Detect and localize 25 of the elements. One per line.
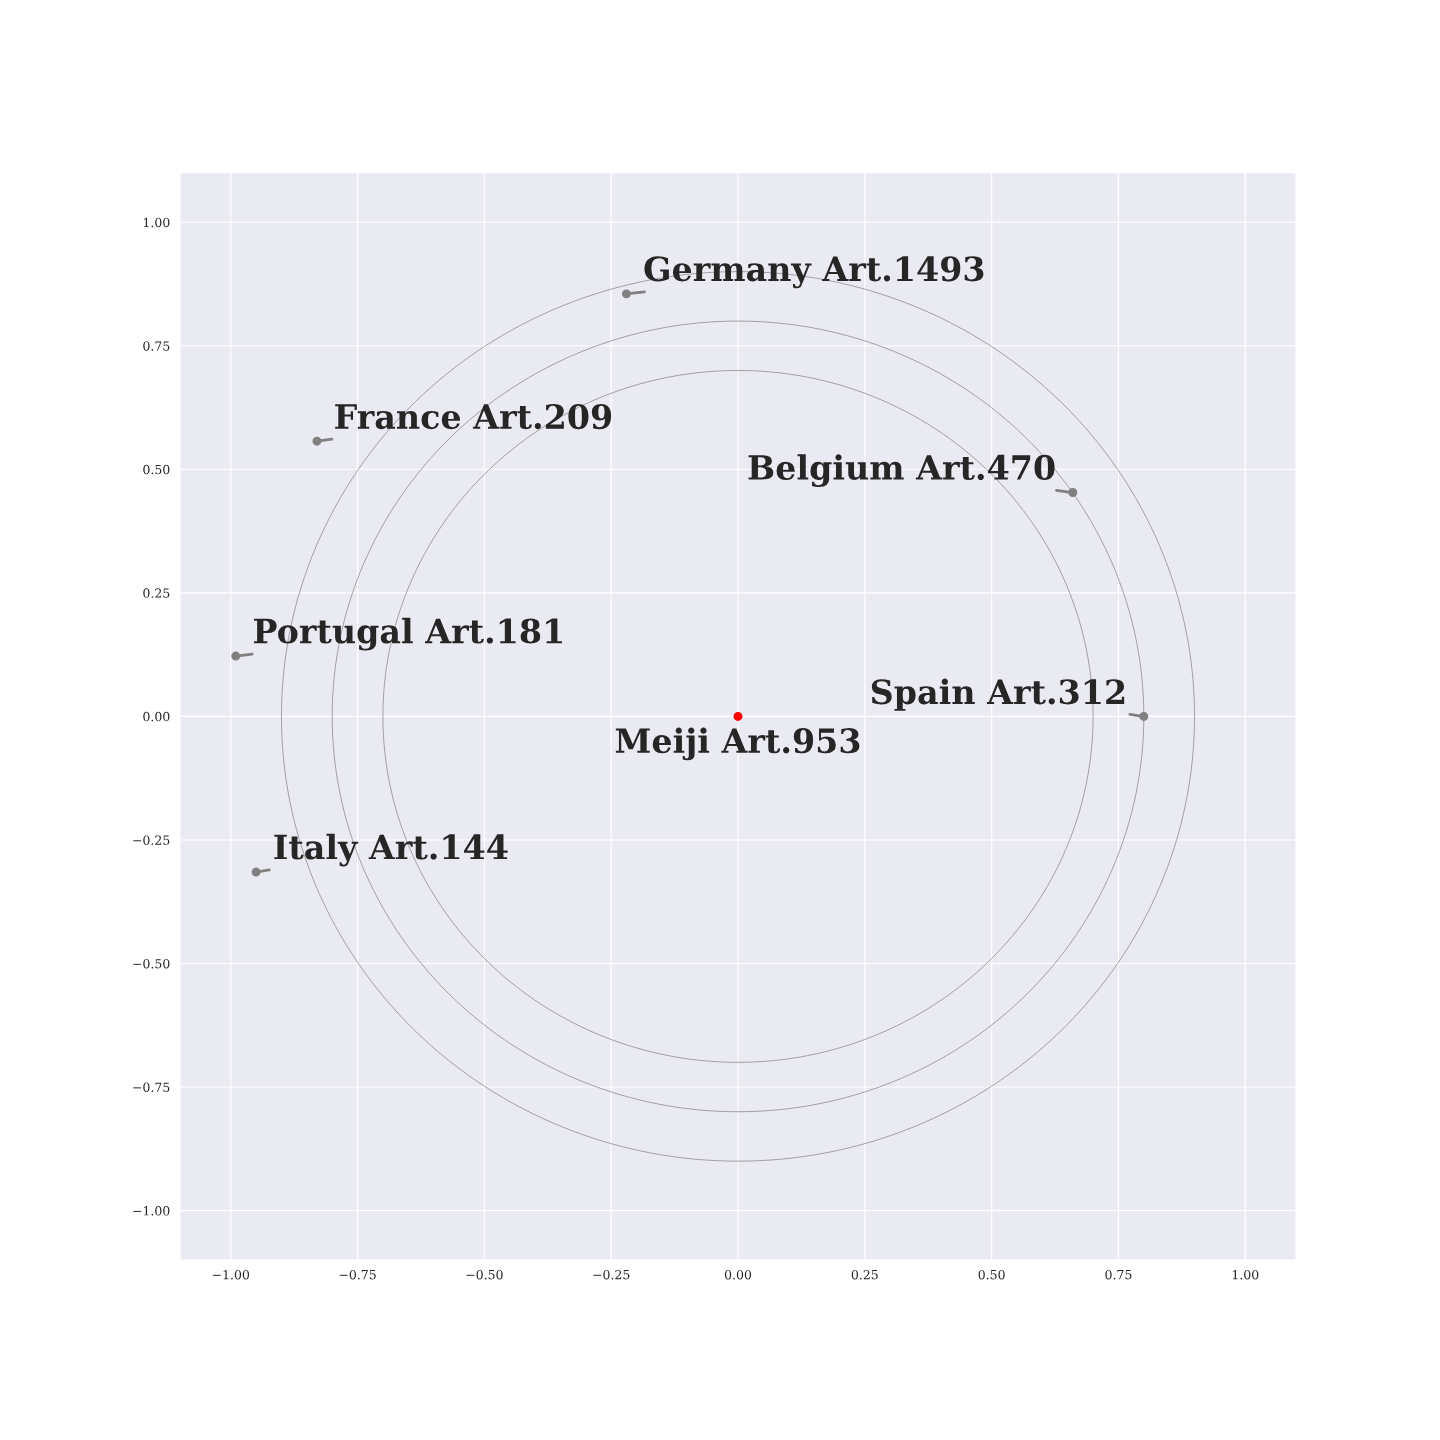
x-tick-label: −0.50 xyxy=(466,1269,503,1280)
y-tick-label: 1.00 xyxy=(143,217,170,228)
x-tick-label: −0.25 xyxy=(593,1269,630,1280)
annotation: Italy Art.144 xyxy=(274,833,508,867)
y-tick-label: −0.75 xyxy=(133,1082,170,1092)
annotation: Germany Art.1493 xyxy=(644,256,984,289)
x-tick-label: 0.50 xyxy=(978,1269,1005,1280)
y-tick-label: −0.25 xyxy=(133,835,170,845)
x-tick-label: 0.25 xyxy=(851,1269,878,1280)
annotation: Portugal Art.181 xyxy=(254,617,562,651)
y-tick-label: 0.75 xyxy=(143,341,170,351)
y-tick-label: −1.00 xyxy=(133,1206,170,1216)
annotation: Belgium Art.470 xyxy=(748,454,1055,487)
x-tick-label: 0.00 xyxy=(724,1269,752,1280)
y-tick-label: −0.50 xyxy=(133,958,170,969)
x-tick-label: 1.00 xyxy=(1232,1269,1259,1280)
annotation: France Art.209 xyxy=(335,403,612,430)
annotation: Spain Art.312 xyxy=(871,678,1125,711)
x-tick-label: −0.75 xyxy=(339,1269,376,1280)
annotation: Meiji Art.953 xyxy=(615,727,860,761)
y-tick-label: 0.00 xyxy=(143,711,170,722)
x-tick-label: 0.75 xyxy=(1105,1269,1132,1280)
y-tick-label: 0.25 xyxy=(143,588,170,598)
x-tick-label: −1.00 xyxy=(212,1269,250,1280)
y-tick-label: 0.50 xyxy=(143,464,170,475)
